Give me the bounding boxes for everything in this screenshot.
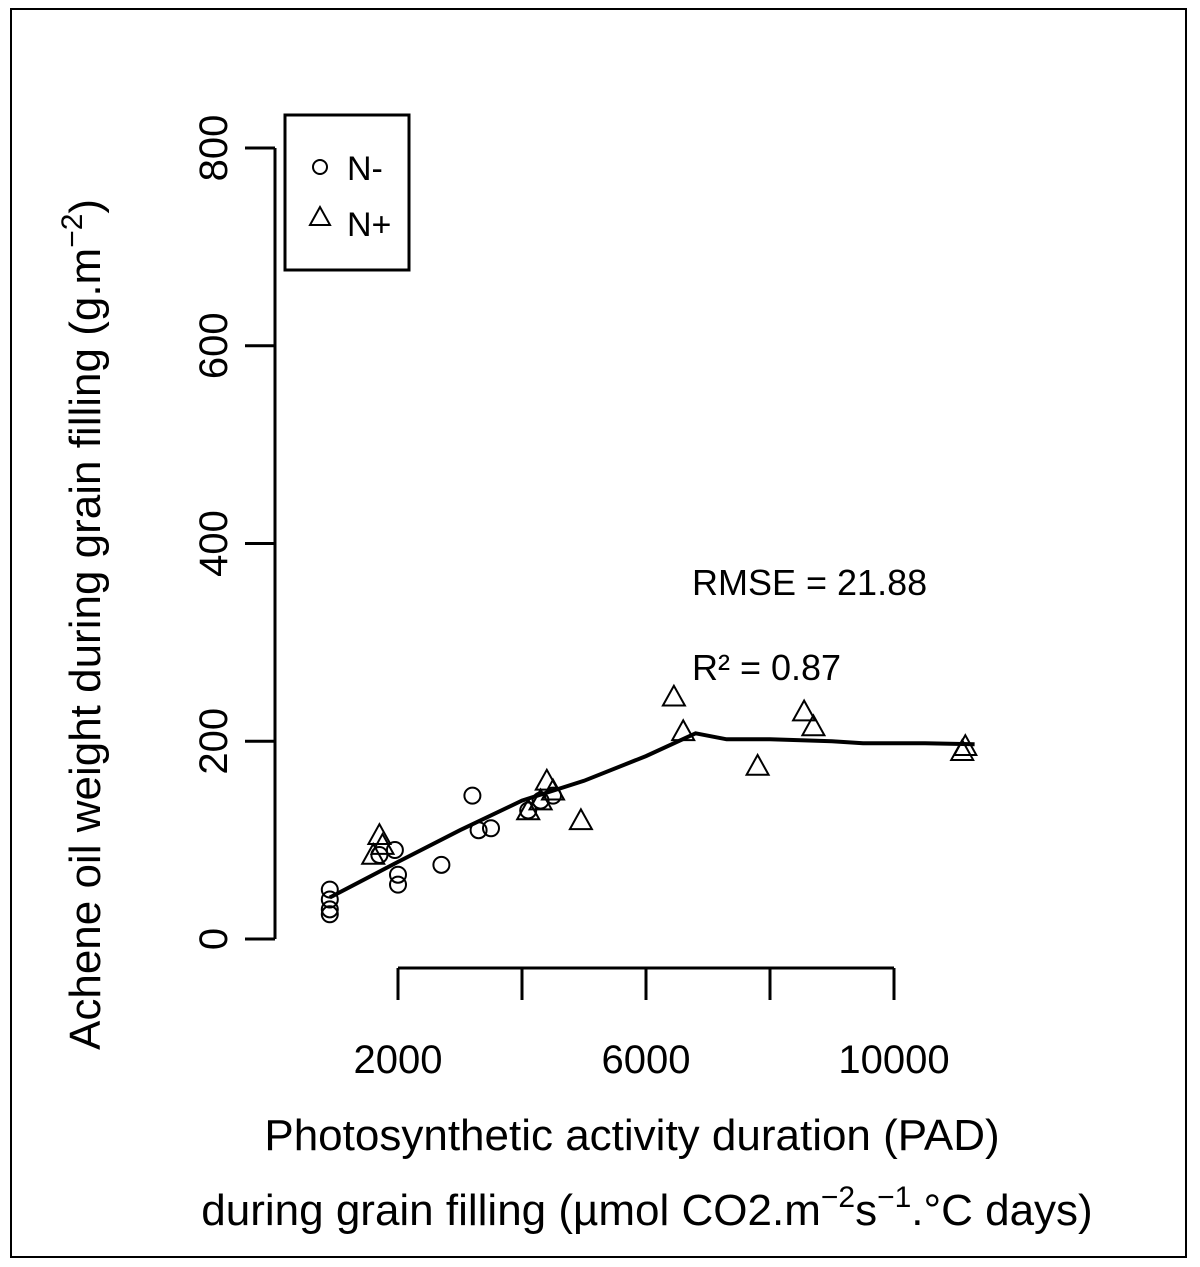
y-tick-label: 0 [192, 928, 236, 950]
x-axis-label-mid: s [855, 1186, 877, 1235]
annotation-r2: R² = 0.87 [692, 647, 841, 688]
point-n-minus [389, 865, 407, 884]
data-points [320, 683, 978, 924]
point-n-plus [568, 807, 594, 831]
x-axis-label-line2: during grain filling (µmol CO2.m−2s−1.°C… [201, 1181, 1092, 1235]
y-tick-labels: 0 200 400 600 800 [192, 115, 236, 951]
figure-frame: 0 200 400 600 800 2000 6000 10000 N- N+ RMSE =… [10, 8, 1187, 1258]
legend-marker-triangle [308, 204, 332, 226]
annotation-rmse: RMSE = 21.88 [692, 562, 927, 603]
y-axis-label-text: Achene oil weight during grain filling (… [61, 248, 110, 1050]
point-n-minus [320, 900, 339, 919]
x-tick-label: 2000 [354, 1038, 443, 1082]
fit-line [328, 731, 975, 900]
legend-label-n-plus: N+ [347, 206, 391, 244]
legend: N- N+ [283, 113, 411, 272]
chart: 0 200 400 600 800 2000 6000 10000 N- N+ RMSE =… [56, 113, 1093, 1235]
x-axis-label-line1: Photosynthetic activity duration (PAD) [264, 1111, 999, 1160]
point-n-minus [320, 880, 339, 899]
point-n-plus [791, 698, 817, 722]
point-n-minus [432, 855, 451, 874]
point-n-minus [320, 905, 339, 924]
y-tick-label: 600 [192, 312, 236, 379]
y-tick-label: 200 [192, 708, 236, 775]
point-n-plus [661, 683, 687, 707]
point-n-plus [800, 713, 827, 737]
x-tick-label: 10000 [838, 1038, 949, 1082]
fit-line-group [328, 731, 975, 900]
legend-label-n-minus: N- [347, 150, 383, 188]
point-n-plus [369, 832, 396, 855]
y-tick-label: 400 [192, 510, 236, 577]
point-n-plus [670, 718, 696, 742]
y-tick-label: 800 [192, 115, 236, 182]
point-n-minus [463, 786, 482, 805]
x-axis-label-sup2: −1 [877, 1181, 911, 1214]
point-n-minus [469, 821, 488, 840]
x-axis-label-end: .°C days) [911, 1186, 1092, 1235]
y-axis-label-close: ) [61, 199, 110, 214]
point-n-plus [540, 777, 566, 801]
point-n-minus [385, 841, 404, 860]
x-axis-label-line2-text: during grain filling (µmol CO2.m [201, 1186, 821, 1235]
point-n-minus [389, 875, 407, 894]
point-n-plus [952, 733, 978, 756]
point-n-minus [482, 819, 500, 838]
x-tick-labels: 2000 6000 10000 [354, 1038, 950, 1082]
point-n-plus [744, 752, 771, 776]
tick-marks [245, 146, 896, 1000]
y-axis-label-sup: −2 [56, 214, 89, 248]
point-n-plus [534, 767, 560, 791]
y-axis-label: Achene oil weight during grain filling (… [56, 199, 110, 1050]
x-tick-label: 6000 [602, 1038, 691, 1082]
legend-box [283, 113, 411, 272]
x-axis-label-sup1: −2 [821, 1181, 855, 1214]
legend-marker-circle [312, 159, 328, 175]
point-n-plus [366, 822, 393, 845]
point-n-minus [320, 890, 339, 909]
